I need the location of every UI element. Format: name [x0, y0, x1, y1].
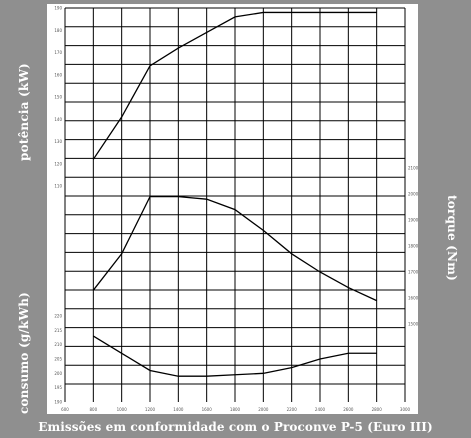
y-tick-label: 210	[54, 342, 62, 347]
y-tick-label: 120	[54, 161, 62, 166]
y-tick-label: 215	[54, 328, 62, 333]
consumption-curve	[92, 335, 377, 377]
chart-caption: Emissões em conformidade com o Proconve …	[38, 420, 433, 434]
y-tick-label: 180	[54, 28, 62, 33]
x-tick-label: 3000	[400, 407, 411, 412]
y-tick-label: 170	[54, 50, 62, 55]
y-tick-label: 2000	[408, 192, 418, 197]
torque-axis-label: torque (Nm)	[445, 194, 459, 282]
power-axis-label: potência (kW)	[17, 63, 31, 161]
x-tick-label: 2000	[258, 407, 269, 412]
y-tick-label: 220	[54, 314, 62, 319]
y-tick-label: 2100	[408, 166, 418, 171]
y-tick-label: 1500	[408, 322, 418, 327]
y-tick-label: 1800	[408, 244, 418, 249]
y-tick-label: 110	[54, 184, 62, 189]
y-tick-label: 130	[54, 139, 62, 144]
y-tick-label: 1700	[408, 270, 418, 275]
power-curve	[92, 11, 377, 160]
y-tick-label: 200	[54, 371, 62, 376]
x-tick-label: 600	[61, 407, 69, 412]
x-tick-label: 2800	[372, 407, 383, 412]
x-tick-label: 800	[90, 407, 98, 412]
y-tick-label: 160	[54, 72, 62, 77]
y-tick-label: 205	[54, 357, 62, 362]
chart-panel: 600 800 1000 1200 1400 1600 1800 2000 2200 2400 26…	[47, 4, 419, 414]
y-tick-label: 1900	[408, 218, 418, 223]
y-tick-label: 150	[54, 95, 62, 100]
y-tick-label: 190	[54, 6, 62, 11]
y-tick-label: 1600	[408, 296, 418, 301]
engine-performance-chart: 600 800 1000 1200 1400 1600 1800 2000 2200 2400 26…	[54, 6, 418, 413]
x-tick-label: 2200	[287, 407, 298, 412]
y-tick-label: 195	[54, 385, 62, 390]
x-tick-label: 1800	[230, 407, 241, 412]
y-tick-label: 190	[54, 400, 62, 405]
consumption-axis-label: consumo (g/kWh)	[17, 291, 31, 415]
x-tick-label: 1200	[145, 407, 156, 412]
x-tick-label: 1400	[173, 407, 184, 412]
torque-curve	[92, 195, 377, 302]
y-tick-label: 140	[54, 117, 62, 122]
x-tick-label: 2600	[343, 407, 354, 412]
x-tick-label: 2400	[315, 407, 326, 412]
x-tick-label: 1600	[202, 407, 213, 412]
x-tick-label: 1000	[117, 407, 128, 412]
